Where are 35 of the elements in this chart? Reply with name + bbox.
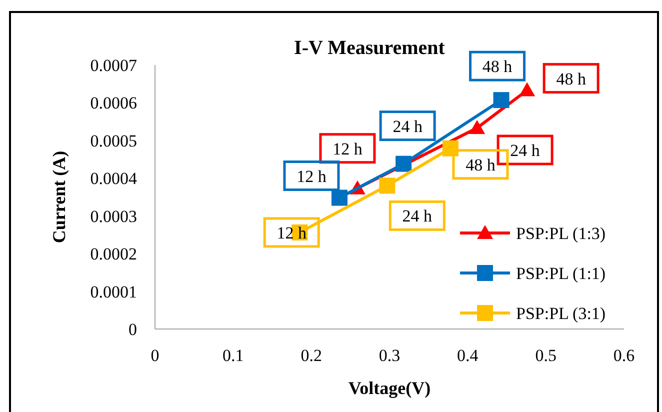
chart-title: I-V Measurement [294, 37, 446, 59]
y-tick-label: 0.0006 [90, 94, 137, 113]
y-axis-title: Current (A) [49, 150, 69, 244]
legend-label: PSP:PL (1:3) [516, 224, 606, 243]
y-tick-label: 0.0005 [90, 131, 137, 150]
x-axis-title: Voltage(V) [348, 378, 431, 398]
point [493, 92, 510, 108]
annotation: 12 h [296, 166, 327, 186]
annotation: 48 h [482, 57, 513, 76]
x-tick-label: 0.4 [457, 346, 479, 365]
x-tick-label: 0 [150, 346, 160, 365]
x-tick-label: 0.2 [300, 346, 322, 365]
point [519, 82, 536, 96]
y-tick-label: 0.0004 [90, 169, 138, 188]
x-tick-label: 0.3 [378, 346, 400, 365]
annotation: 24 h [510, 140, 540, 160]
annotation: 24 h [402, 206, 433, 226]
annotation: 24 h [392, 116, 423, 136]
y-tick-label: 0.0001 [90, 282, 137, 302]
x-tick-label: 0.6 [613, 346, 635, 365]
legend-label: PSP:PL (3:1) [516, 304, 606, 323]
y-tick-label: 0.0002 [90, 244, 137, 264]
annotation: 48 h [556, 69, 586, 88]
y-tick-label: 0 [128, 320, 137, 339]
legend-label: PSP:PL (1:1) [516, 264, 606, 283]
point [331, 190, 348, 206]
x-tick-label: 0.5 [535, 346, 556, 365]
point [396, 156, 412, 172]
x-tick-label: 0.1 [222, 346, 244, 365]
y-tick-label: 0.0003 [90, 206, 137, 226]
y-tick-label: 0.0007 [90, 56, 138, 75]
annotation: 48 h [466, 155, 496, 174]
annotation: 12 h [332, 139, 363, 158]
point [469, 120, 486, 134]
point [379, 178, 396, 194]
